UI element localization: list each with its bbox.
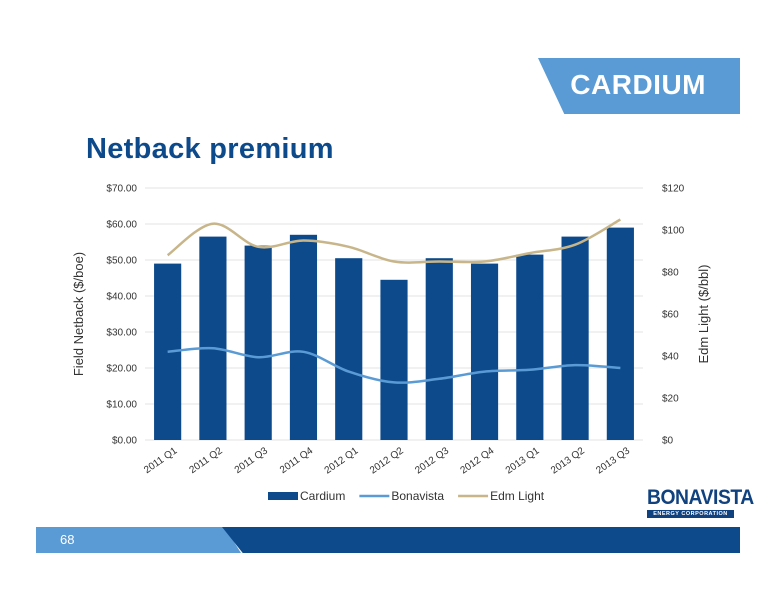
page-title: Netback premium [86, 133, 334, 165]
bar-cardium [606, 227, 634, 440]
legend-label: Edm Light [490, 489, 545, 503]
line-bonavista [167, 346, 621, 384]
bar-cardium [289, 234, 318, 440]
x-tick-label: 2013 Q3 [594, 445, 632, 476]
bar-cardium [335, 258, 363, 440]
legend-label: Bonavista [391, 489, 444, 503]
y-tick-label: $30.00 [106, 328, 137, 339]
bar-cardium [380, 279, 408, 440]
bar-cardium [199, 236, 227, 440]
y2-tick-label: $60 [662, 310, 679, 321]
legend-swatch [268, 492, 298, 500]
footer-bar-left [36, 527, 241, 553]
bonavista-logo: BONAVISTA ENERGY CORPORATION [647, 486, 754, 518]
x-tick-label: 2012 Q4 [459, 445, 497, 476]
x-tick-label: 2012 Q2 [368, 445, 406, 476]
y2-tick-label: $100 [662, 226, 685, 237]
y-tick-label: $50.00 [106, 256, 137, 267]
bar-cardium [516, 254, 544, 440]
x-tick-label: 2011 Q1 [142, 445, 179, 476]
logo-tagline: ENERGY CORPORATION [647, 510, 734, 518]
x-tick-label: 2012 Q3 [413, 445, 451, 476]
y2-axis-title: Edm Light ($/bbl) [696, 265, 711, 364]
y2-tick-label: $120 [662, 184, 685, 195]
y-tick-label: $0.00 [112, 436, 137, 447]
cardium-banner: CARDIUM [538, 58, 740, 114]
x-tick-label: 2011 Q3 [233, 445, 270, 476]
legend-label: Cardium [300, 489, 345, 503]
footer-bar-right [222, 527, 740, 553]
line-edm-light [166, 218, 621, 264]
banner-label: CARDIUM [570, 69, 706, 100]
bar-cardium [425, 258, 453, 440]
x-tick-label: 2011 Q4 [278, 445, 315, 476]
y2-tick-label: $0 [662, 436, 674, 447]
y-axis-title: Field Netback ($/boe) [71, 252, 86, 376]
y-tick-label: $60.00 [106, 220, 137, 231]
y2-tick-label: $20 [662, 394, 679, 405]
bar-cardium [561, 236, 589, 440]
y-tick-label: $70.00 [106, 184, 137, 195]
y2-tick-label: $80 [662, 268, 679, 279]
bar-cardium [244, 245, 272, 440]
y-tick-label: $20.00 [106, 364, 137, 375]
x-tick-label: 2012 Q1 [323, 445, 361, 476]
y-tick-label: $10.00 [106, 400, 137, 411]
bar-cardium [470, 263, 499, 440]
logo-wordmark: BONAVISTA [647, 486, 754, 509]
page-number: 68 [60, 532, 75, 547]
x-tick-label: 2013 Q1 [504, 445, 542, 476]
x-tick-label: 2013 Q2 [549, 445, 587, 476]
y2-tick-label: $40 [662, 352, 679, 363]
y-tick-label: $40.00 [106, 292, 137, 303]
x-tick-label: 2011 Q2 [187, 445, 224, 476]
